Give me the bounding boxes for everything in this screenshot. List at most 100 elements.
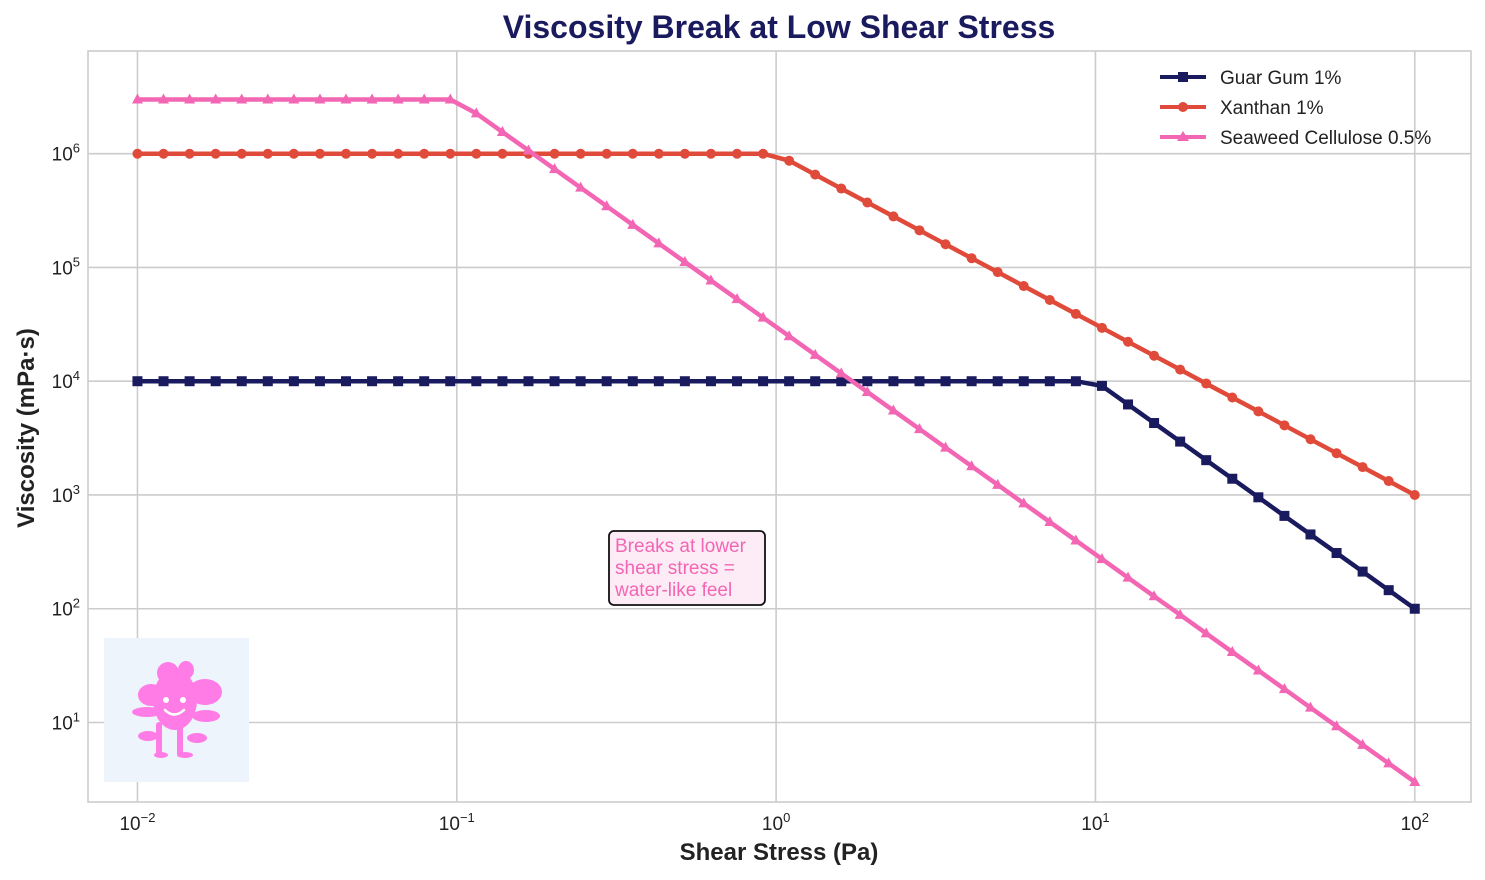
data-point <box>1200 627 1212 638</box>
data-point <box>1279 510 1290 521</box>
series-xanthan-1 <box>132 148 1420 500</box>
data-point <box>132 376 143 387</box>
data-point <box>992 376 1003 387</box>
data-point <box>835 367 847 378</box>
data-point <box>1331 720 1343 731</box>
data-point <box>210 376 221 387</box>
data-point <box>1253 406 1264 417</box>
data-point <box>445 148 456 159</box>
data-point <box>1409 603 1420 614</box>
data-point <box>1305 434 1316 445</box>
data-point <box>1018 281 1029 292</box>
data-point <box>966 460 978 471</box>
data-point <box>1252 664 1264 675</box>
data-point <box>1149 418 1160 429</box>
data-point <box>627 376 638 387</box>
data-point <box>783 330 795 341</box>
data-point <box>1383 585 1394 596</box>
data-point <box>575 181 587 192</box>
data-point <box>1357 566 1368 577</box>
data-point <box>705 148 716 159</box>
legend-item-seaweed: Seaweed Cellulose 0.5% <box>1160 128 1431 149</box>
data-point <box>992 267 1003 278</box>
x-axis-label: Shear Stress (Pa) <box>680 839 879 866</box>
data-point <box>966 376 977 387</box>
data-point <box>1383 757 1395 768</box>
data-point <box>419 376 430 387</box>
data-point <box>132 148 143 159</box>
series-guar-gum-1 <box>132 376 1420 614</box>
data-point <box>158 376 169 387</box>
data-point <box>784 376 795 387</box>
data-point <box>732 148 743 159</box>
data-point <box>262 148 273 159</box>
data-point <box>914 225 925 236</box>
data-point <box>1357 738 1369 749</box>
data-point <box>810 169 821 180</box>
legend-label-seaweed: Seaweed Cellulose 0.5% <box>1220 128 1431 149</box>
data-point <box>731 293 743 304</box>
data-point <box>523 376 534 387</box>
data-point <box>810 376 821 387</box>
data-point <box>679 376 690 387</box>
data-point <box>757 311 769 322</box>
data-point <box>549 148 560 159</box>
data-point <box>1044 376 1055 387</box>
data-point <box>1331 548 1342 559</box>
data-point <box>236 148 247 159</box>
data-point <box>1096 322 1107 333</box>
data-point <box>1409 489 1420 500</box>
chart-title: Viscosity Break at Low Shear Stress <box>503 9 1056 45</box>
data-point <box>314 93 326 104</box>
data-point <box>1149 350 1160 361</box>
data-point <box>1123 336 1134 347</box>
data-point <box>732 376 743 387</box>
data-point <box>1018 497 1030 508</box>
data-point <box>158 93 170 104</box>
data-point <box>887 404 899 415</box>
data-point <box>913 423 925 434</box>
data-point <box>1070 376 1081 387</box>
data-point <box>914 376 925 387</box>
series-line <box>137 97 1417 784</box>
data-point <box>471 148 482 159</box>
data-point <box>367 376 378 387</box>
data-point <box>601 148 612 159</box>
data-point <box>1357 462 1368 473</box>
data-point <box>470 107 482 118</box>
annotation-line-2: shear stress = <box>615 558 735 579</box>
legend-item-guar: Guar Gum 1% <box>1160 68 1342 89</box>
legend-label-xanthan: Xanthan 1% <box>1220 98 1324 119</box>
data-point <box>679 255 691 266</box>
data-point <box>809 348 821 359</box>
data-point <box>653 237 665 248</box>
data-point <box>341 148 352 159</box>
mascot-shape <box>132 661 222 758</box>
data-point <box>1279 420 1290 431</box>
data-point <box>679 148 690 159</box>
y-tick-label: 101 <box>52 709 80 734</box>
legend-marker-guar <box>1178 72 1188 82</box>
legend-marker-xanthan <box>1178 102 1188 112</box>
data-point <box>549 376 560 387</box>
legend-item-xanthan: Xanthan 1% <box>1160 98 1324 119</box>
data-point <box>1201 378 1212 389</box>
x-tick-label: 100 <box>762 810 790 835</box>
data-point <box>1175 436 1186 447</box>
data-point <box>888 376 899 387</box>
seaweed-mascot-icon <box>104 638 249 782</box>
data-point <box>1174 608 1186 619</box>
plot-area <box>87 50 1472 803</box>
data-point <box>940 441 952 452</box>
data-point <box>184 376 195 387</box>
data-point <box>784 155 795 166</box>
data-point <box>1409 775 1421 786</box>
x-tick-label: 102 <box>1401 810 1429 835</box>
data-point <box>367 148 378 159</box>
legend: Guar Gum 1% Xanthan 1% Seaweed Cellulose… <box>1160 68 1431 149</box>
data-point <box>522 144 534 155</box>
data-point <box>1305 529 1316 540</box>
data-point <box>1278 683 1290 694</box>
y-tick-label: 102 <box>52 596 80 621</box>
